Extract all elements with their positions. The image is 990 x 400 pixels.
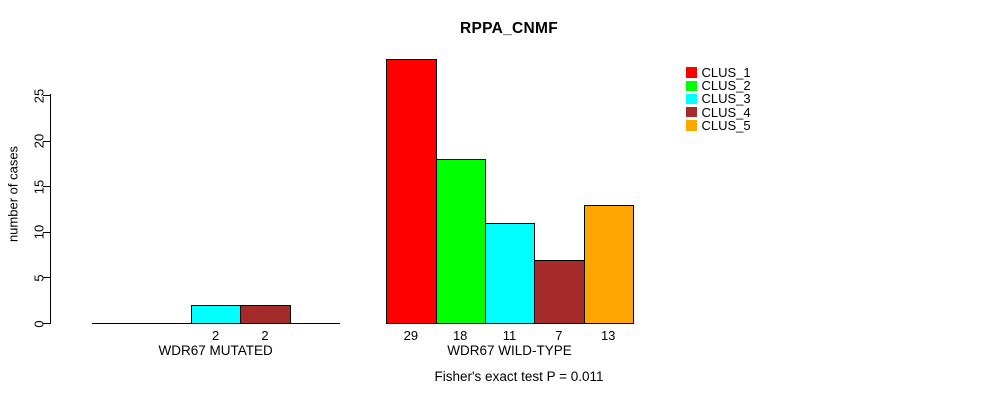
y-axis-tick (43, 277, 50, 279)
zero-height-bar-line (141, 323, 192, 324)
legend-swatch-clus_1 (686, 67, 697, 78)
bar-value-label: 29 (403, 327, 419, 343)
bar-clus_5 (583, 204, 634, 325)
group-label: WDR67 MUTATED (158, 343, 273, 358)
bar-value-label: 11 (502, 327, 517, 343)
legend-label: CLUS_2 (701, 78, 751, 94)
y-axis-label: number of cases (5, 145, 21, 243)
y-axis-tick (43, 186, 50, 188)
y-axis-tick-label: 20 (31, 133, 46, 149)
y-axis-tick-label: 15 (31, 179, 46, 194)
y-axis-tick (43, 231, 50, 233)
y-axis-tick (43, 140, 50, 142)
legend-label: CLUS_5 (701, 117, 751, 133)
bar-clus_3 (484, 223, 536, 325)
bar-clus_4 (534, 259, 585, 325)
y-axis-tick (43, 95, 50, 96)
bar-clus_2 (435, 159, 486, 325)
legend-item: CLUS_1 (686, 66, 751, 79)
bar-clus_4 (240, 305, 291, 325)
y-axis-tick (43, 323, 50, 324)
legend-label: CLUS_1 (701, 65, 751, 80)
legend: CLUS_1 CLUS_2 CLUS_3 CLUS_4 CLUS_5 (686, 66, 751, 132)
bar-value-label: 7 (555, 327, 563, 343)
legend-item: CLUS_4 (686, 104, 751, 120)
legend-item: CLUS_5 (686, 119, 751, 132)
legend-swatch-clus_3 (686, 93, 697, 105)
bar-clus_3 (190, 305, 242, 325)
group-label: WDR67 WILD-TYPE (447, 343, 572, 358)
y-axis-line (49, 94, 51, 324)
legend-swatch-clus_2 (686, 80, 697, 92)
bar-value-label: 2 (212, 327, 220, 343)
y-axis-tick-label: 25 (31, 88, 46, 103)
legend-item: CLUS_3 (686, 91, 751, 107)
zero-height-bar-line (92, 323, 143, 324)
chart-title: RPPA_CNMF (459, 20, 559, 37)
bar-value-label: 2 (261, 327, 269, 343)
legend-swatch-clus_4 (686, 106, 697, 118)
y-axis-tick-label: 0 (31, 319, 46, 328)
y-axis-tick-label: 5 (31, 274, 46, 282)
legend-swatch-clus_5 (686, 120, 697, 131)
bar-value-label: 13 (600, 327, 616, 343)
fisher-test-annotation: Fisher's exact test P = 0.011 (434, 369, 604, 384)
y-axis-tick-label: 10 (31, 225, 46, 240)
legend-label: CLUS_3 (701, 91, 751, 107)
zero-height-bar-line (289, 323, 340, 324)
bar-value-label: 18 (452, 327, 468, 343)
legend-label: CLUS_4 (701, 104, 751, 120)
bar-clus_1 (386, 59, 437, 325)
legend-item: CLUS_2 (686, 79, 751, 92)
